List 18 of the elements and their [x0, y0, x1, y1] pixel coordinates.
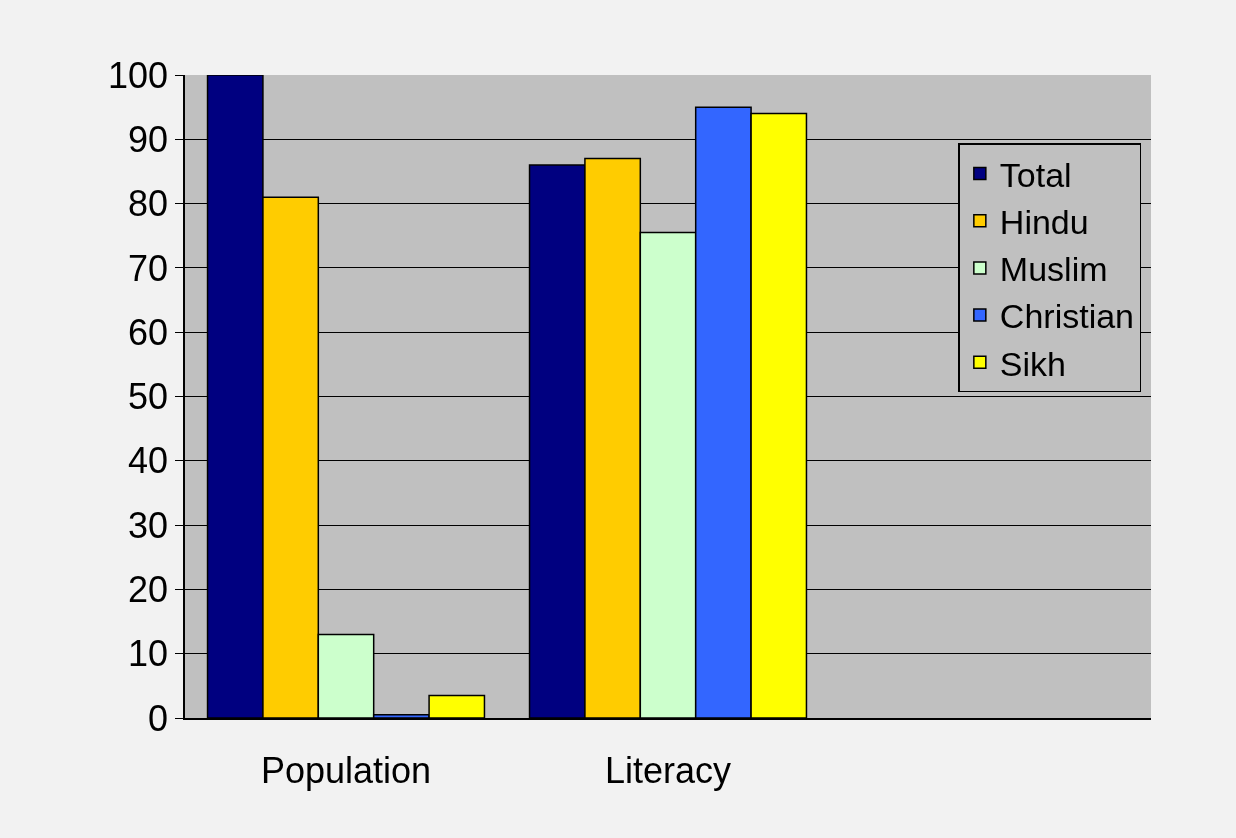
legend-label: Sikh: [999, 344, 1066, 383]
legend-label: Total: [999, 155, 1072, 194]
y-tick-label: 10: [128, 633, 169, 675]
y-tick-label: 40: [128, 440, 169, 482]
legend-label: Christian: [999, 297, 1135, 336]
x-tick-label: Population: [260, 749, 432, 791]
y-tick-label: 100: [107, 54, 169, 96]
y-tick-label: 20: [128, 569, 169, 610]
y-tick-label: 60: [128, 311, 169, 353]
legend-label: Hindu: [999, 202, 1089, 241]
legend-label: Muslim: [999, 250, 1108, 289]
y-tick-label: 70: [128, 247, 169, 289]
y-tick-label: 0: [148, 697, 169, 739]
y-tick-label: 30: [128, 504, 169, 546]
y-tick-label: 80: [128, 183, 169, 225]
y-tick-label: 50: [128, 376, 169, 418]
x-tick-label: Literacy: [604, 749, 732, 791]
y-tick-label: 90: [128, 118, 169, 160]
